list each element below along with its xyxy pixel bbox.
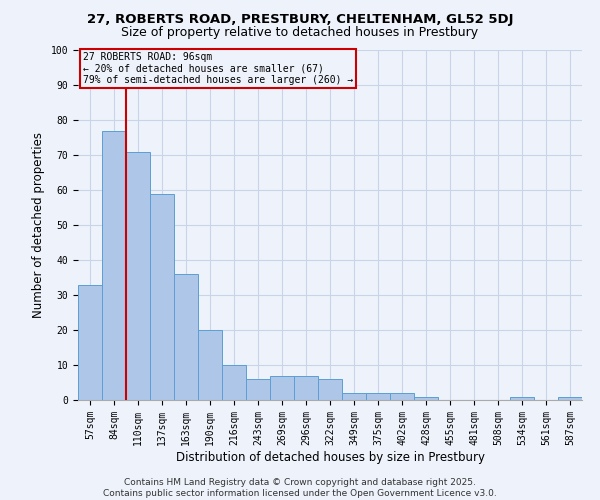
Bar <box>294 376 318 400</box>
Bar <box>198 330 222 400</box>
Bar <box>366 393 390 400</box>
Text: Size of property relative to detached houses in Prestbury: Size of property relative to detached ho… <box>121 26 479 39</box>
Bar <box>174 274 198 400</box>
Bar <box>510 396 534 400</box>
Y-axis label: Number of detached properties: Number of detached properties <box>32 132 45 318</box>
Bar <box>342 393 366 400</box>
Bar <box>558 396 582 400</box>
Bar <box>390 393 414 400</box>
Text: 27, ROBERTS ROAD, PRESTBURY, CHELTENHAM, GL52 5DJ: 27, ROBERTS ROAD, PRESTBURY, CHELTENHAM,… <box>87 12 513 26</box>
Text: 27 ROBERTS ROAD: 96sqm
← 20% of detached houses are smaller (67)
79% of semi-det: 27 ROBERTS ROAD: 96sqm ← 20% of detached… <box>83 52 353 85</box>
Bar <box>102 130 126 400</box>
Bar <box>414 396 438 400</box>
Text: Contains HM Land Registry data © Crown copyright and database right 2025.
Contai: Contains HM Land Registry data © Crown c… <box>103 478 497 498</box>
Bar <box>222 365 246 400</box>
Bar <box>150 194 174 400</box>
Bar <box>126 152 150 400</box>
Bar <box>318 379 342 400</box>
Bar <box>78 284 102 400</box>
X-axis label: Distribution of detached houses by size in Prestbury: Distribution of detached houses by size … <box>176 450 485 464</box>
Bar <box>270 376 294 400</box>
Bar <box>246 379 270 400</box>
